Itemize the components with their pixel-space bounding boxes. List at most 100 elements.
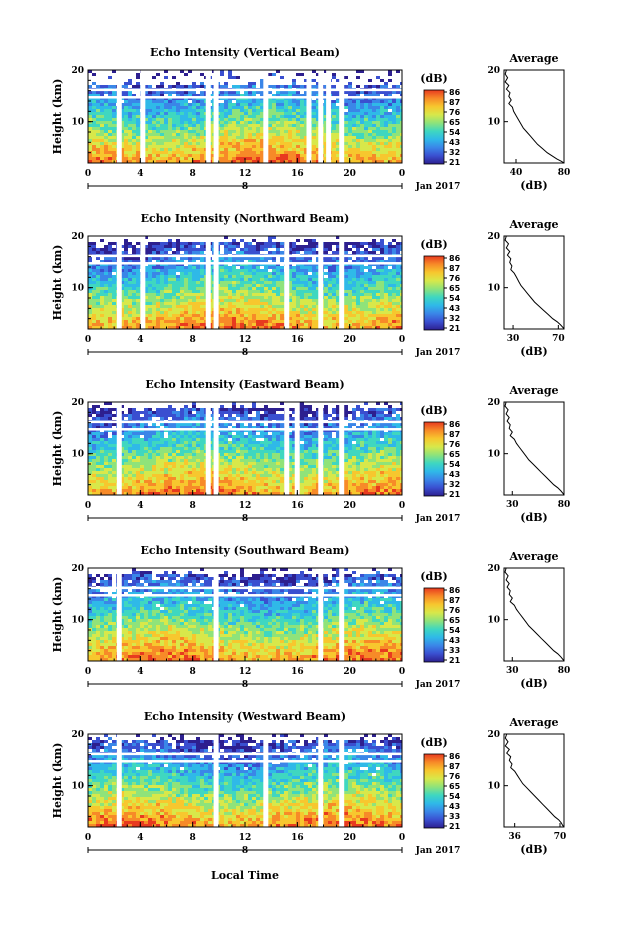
y-tick-label: 20	[71, 398, 84, 408]
x-tick-label: 16	[291, 501, 304, 511]
heatmap	[88, 402, 402, 495]
date-marker: 8	[242, 514, 248, 524]
colorbar-label: 65	[449, 782, 461, 791]
x-tick-label: 0	[85, 667, 91, 677]
colorbar-label: 54	[449, 294, 461, 303]
avg-x-tick-label: 30	[507, 334, 520, 344]
colorbar-label: 65	[449, 118, 461, 127]
average-profile-line	[504, 733, 565, 828]
average-frame	[503, 567, 565, 662]
date-marker: 8	[242, 348, 248, 358]
panel-title: Echo Intensity (Vertical Beam)	[150, 46, 340, 59]
average-frame	[503, 733, 565, 828]
x-tick-label: 12	[239, 833, 252, 843]
colorbar-unit: (dB)	[420, 72, 447, 85]
colorbar	[423, 421, 445, 497]
y-axis-label: Height (km)	[51, 411, 64, 487]
data-gap	[116, 568, 122, 661]
x-tick-label: 8	[190, 667, 196, 677]
x-tick-label: 0	[399, 833, 405, 843]
date-marker: 8	[242, 182, 248, 192]
average-title: Average	[508, 52, 558, 65]
y-tick-label: 10	[71, 450, 84, 460]
y-axis-label: Height (km)	[51, 245, 64, 321]
data-gap	[213, 236, 219, 329]
x-tick-label: 20	[343, 335, 356, 345]
data-gap	[294, 402, 300, 495]
x-tick-label: 20	[343, 169, 356, 179]
y-tick-label: 20	[71, 730, 84, 740]
colorbar-label: 87	[449, 596, 460, 605]
colorbar-label: 76	[449, 440, 461, 449]
y-tick-label: 20	[71, 564, 84, 574]
avg-y-tick-label: 10	[487, 616, 500, 626]
colorbar-label: 65	[449, 284, 461, 293]
average-title: Average	[508, 550, 558, 563]
panel-title: Echo Intensity (Southward Beam)	[141, 544, 350, 557]
date-label: Jan 2017	[415, 846, 461, 856]
date-marker: 8	[242, 680, 248, 690]
colorbar-label: 43	[449, 304, 460, 313]
colorbar-label: 32	[449, 314, 460, 323]
colorbar-label: 86	[449, 586, 461, 595]
avg-y-tick-label: 20	[487, 66, 500, 76]
colorbar-label: 86	[449, 752, 461, 761]
data-gap	[213, 70, 219, 163]
avg-y-tick-label: 10	[487, 782, 500, 792]
colorbar-label: 21	[449, 490, 461, 499]
avg-x-tick-label: 70	[552, 334, 565, 344]
average-profile-line	[504, 235, 565, 330]
panel-title: Echo Intensity (Eastward Beam)	[145, 378, 344, 391]
colorbar-unit: (dB)	[420, 404, 447, 417]
x-tick-label: 16	[291, 169, 304, 179]
data-gap	[318, 568, 324, 661]
panel-1: Echo Intensity (Vertical Beam) 20 10 Height…	[51, 46, 570, 192]
colorbar-label: 65	[449, 616, 461, 625]
colorbar	[423, 255, 445, 331]
colorbar-label: 87	[449, 430, 460, 439]
y-tick-label: 10	[71, 118, 84, 128]
x-tick-label: 16	[291, 833, 304, 843]
date-label: Jan 2017	[415, 514, 461, 524]
x-tick-label: 8	[190, 501, 196, 511]
average-frame	[503, 69, 565, 164]
avg-y-tick-label: 10	[487, 450, 500, 460]
heatmap	[88, 236, 402, 329]
data-gap	[339, 734, 345, 827]
avg-x-axis-label: (dB)	[520, 179, 547, 192]
x-tick-label: 0	[399, 169, 405, 179]
x-tick-label: 0	[85, 833, 91, 843]
average-frame	[503, 235, 565, 330]
x-tick-label: 12	[239, 501, 252, 511]
x-tick-label: 0	[399, 501, 405, 511]
avg-x-axis-label: (dB)	[520, 677, 547, 690]
data-gap	[318, 734, 324, 827]
x-tick-label: 8	[190, 335, 196, 345]
data-gap	[213, 402, 219, 495]
colorbar-label: 76	[449, 274, 461, 283]
panel-title: Echo Intensity (Northward Beam)	[141, 212, 350, 225]
y-axis-label: Height (km)	[51, 577, 64, 653]
avg-x-tick-label: 80	[558, 666, 571, 676]
average-title: Average	[508, 218, 558, 231]
avg-x-tick-label: 70	[554, 832, 567, 842]
data-gap	[339, 568, 345, 661]
y-tick-label: 10	[71, 284, 84, 294]
avg-y-tick-label: 10	[487, 118, 500, 128]
date-marker: 8	[242, 846, 248, 856]
avg-y-tick-label: 20	[487, 564, 500, 574]
panel-5: Echo Intensity (Westward Beam) 20 10 Height…	[51, 710, 566, 856]
colorbar-label: 86	[449, 254, 461, 263]
data-gap	[116, 402, 122, 495]
data-gap	[116, 734, 122, 827]
data-gap	[318, 236, 324, 329]
data-gap	[140, 70, 146, 163]
heatmap	[88, 70, 402, 163]
colorbar-label: 87	[449, 264, 460, 273]
avg-x-tick-label: 36	[508, 832, 521, 842]
data-gap	[339, 402, 345, 495]
x-tick-label: 12	[239, 335, 252, 345]
colorbar-label: 76	[449, 606, 461, 615]
average-frame	[503, 401, 565, 496]
colorbar-label: 54	[449, 128, 461, 137]
